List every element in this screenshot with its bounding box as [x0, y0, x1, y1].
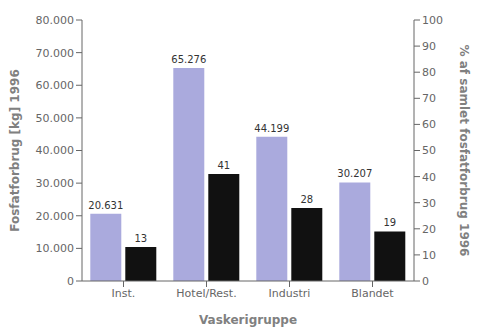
svg-text:Vaskerigruppe: Vaskerigruppe — [199, 313, 297, 327]
svg-text:40: 40 — [422, 171, 436, 184]
svg-text:70: 70 — [422, 92, 436, 105]
svg-text:50.000: 50.000 — [36, 112, 75, 125]
svg-text:30: 30 — [422, 197, 436, 210]
svg-text:20.000: 20.000 — [36, 210, 75, 223]
svg-text:60.000: 60.000 — [36, 79, 75, 92]
svg-text:40.000: 40.000 — [36, 144, 75, 157]
svg-text:10: 10 — [422, 249, 436, 262]
svg-text:0: 0 — [422, 275, 429, 288]
svg-text:19: 19 — [383, 217, 396, 228]
svg-text:28: 28 — [300, 194, 313, 205]
svg-text:80: 80 — [422, 66, 436, 79]
svg-text:30.207: 30.207 — [337, 168, 372, 179]
svg-text:100: 100 — [422, 14, 443, 27]
svg-text:65.276: 65.276 — [171, 54, 206, 65]
svg-text:30.000: 30.000 — [36, 177, 75, 190]
svg-text:20: 20 — [422, 223, 436, 236]
svg-text:13: 13 — [134, 233, 147, 244]
svg-text:80.000: 80.000 — [36, 14, 75, 27]
svg-text:Fosfatforbrug [kg] 1996: Fosfatforbrug [kg] 1996 — [8, 69, 22, 231]
svg-text:0: 0 — [67, 275, 74, 288]
svg-text:41: 41 — [217, 160, 230, 171]
svg-text:% af samlet fosfatforbrug 1996: % af samlet fosfatforbrug 1996 — [457, 45, 471, 257]
svg-text:70.000: 70.000 — [36, 47, 75, 60]
svg-text:Industri: Industri — [269, 287, 311, 300]
svg-text:50: 50 — [422, 144, 436, 157]
svg-text:90: 90 — [422, 40, 436, 53]
svg-text:Inst.: Inst. — [112, 287, 136, 300]
svg-text:10.000: 10.000 — [36, 242, 75, 255]
svg-text:Blandet: Blandet — [351, 287, 394, 300]
svg-text:60: 60 — [422, 118, 436, 131]
svg-text:20.631: 20.631 — [88, 200, 123, 211]
svg-text:44.199: 44.199 — [254, 123, 289, 134]
svg-text:Hotel/Rest.: Hotel/Rest. — [176, 287, 236, 300]
